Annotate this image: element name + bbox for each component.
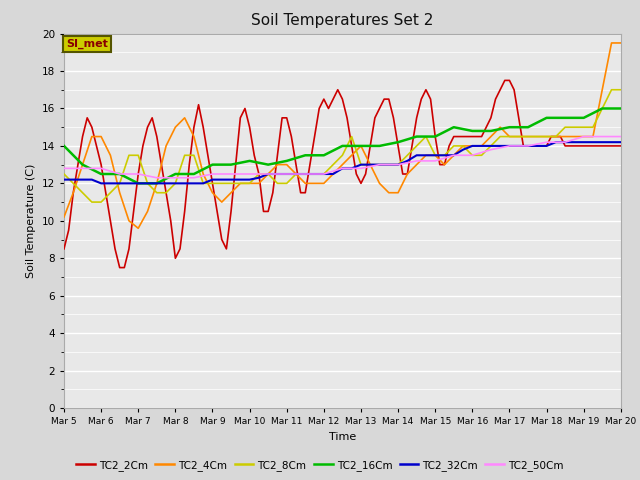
- X-axis label: Time: Time: [329, 432, 356, 442]
- Text: SI_met: SI_met: [66, 39, 108, 49]
- Title: Soil Temperatures Set 2: Soil Temperatures Set 2: [252, 13, 433, 28]
- Legend: TC2_2Cm, TC2_4Cm, TC2_8Cm, TC2_16Cm, TC2_32Cm, TC2_50Cm: TC2_2Cm, TC2_4Cm, TC2_8Cm, TC2_16Cm, TC2…: [72, 456, 568, 475]
- Y-axis label: Soil Temperature (C): Soil Temperature (C): [26, 164, 36, 278]
